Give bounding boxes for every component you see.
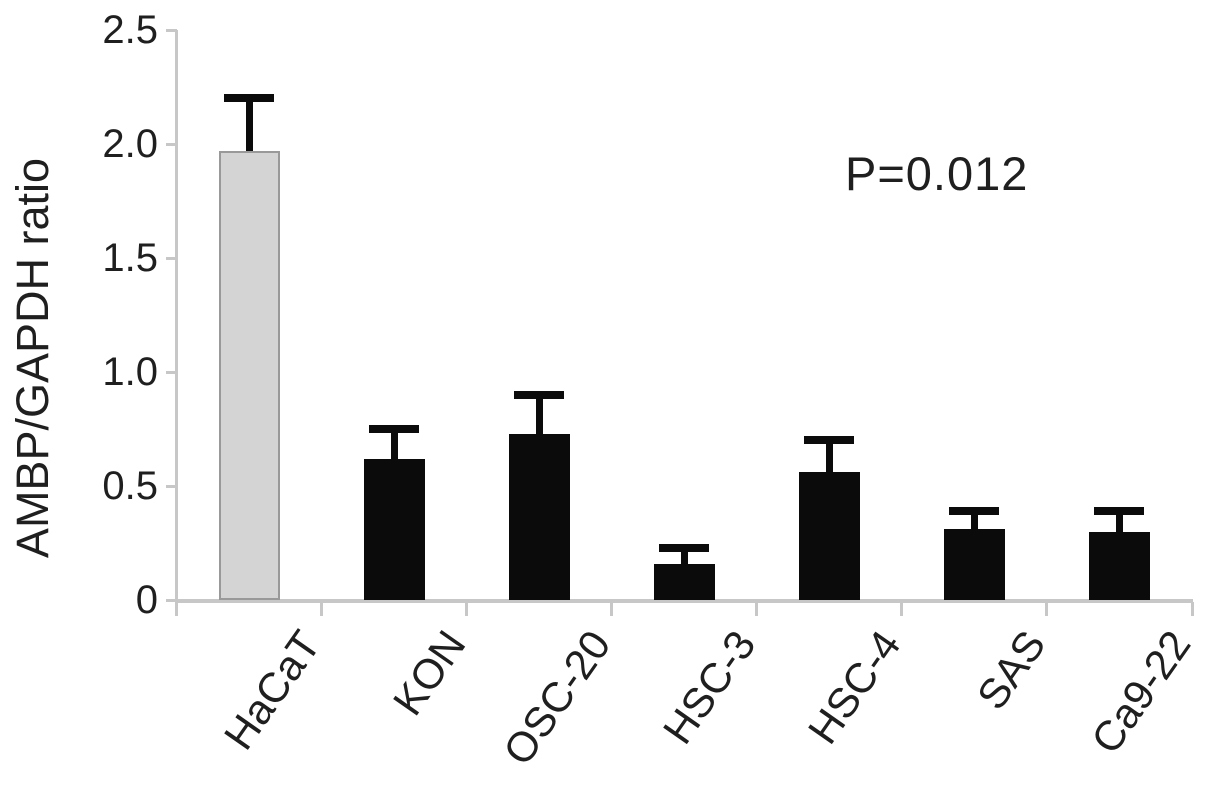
x-tick-mark	[900, 602, 904, 616]
y-tick-label: 1.0	[102, 350, 158, 394]
x-axis-line	[175, 599, 1193, 603]
x-tick-mark	[1045, 602, 1049, 616]
error-bar-cap	[949, 507, 1000, 516]
error-bar-whisker	[1115, 511, 1123, 532]
error-bar-whisker	[825, 440, 833, 473]
y-tick-mark	[166, 484, 177, 488]
error-bar-whisker	[970, 511, 978, 530]
x-tick-mark	[610, 602, 614, 616]
error-bar-cap	[1094, 507, 1145, 516]
error-bar-cap	[514, 390, 565, 399]
x-category-label: HaCaT	[214, 622, 330, 758]
error-bar-whisker	[245, 98, 253, 151]
x-tick-mark	[465, 602, 469, 616]
error-bar-cap	[804, 436, 855, 445]
y-tick-label: 0.5	[102, 464, 158, 508]
bar-osc-20	[508, 433, 570, 600]
x-tick-mark	[175, 602, 178, 616]
error-bar-cap	[369, 425, 420, 433]
x-tick-mark	[755, 602, 759, 616]
y-tick-mark	[166, 598, 177, 602]
y-tick-label: 1.5	[102, 236, 158, 280]
bar-hacat	[218, 150, 280, 600]
y-tick-label: 2.0	[102, 122, 158, 166]
y-tick-mark	[166, 370, 177, 374]
error-bar-whisker	[680, 547, 688, 564]
bar-hsc-3	[653, 563, 715, 600]
error-bar-cap	[224, 94, 275, 103]
y-axis-line	[175, 30, 178, 601]
error-bar-cap	[659, 543, 710, 552]
x-tick-mark	[320, 602, 324, 616]
x-tick-mark	[1190, 602, 1194, 616]
error-bar-whisker	[390, 429, 398, 459]
y-tick-label: 0	[135, 578, 158, 622]
y-tick-mark	[166, 142, 177, 146]
p-value-annotation: P=0.012	[845, 147, 1029, 200]
bar-ca9-22	[1088, 531, 1150, 600]
y-tick-label: 2.5	[102, 8, 158, 52]
bar-sas	[943, 529, 1005, 600]
bar-kon	[363, 458, 425, 600]
bar-hsc-4	[798, 472, 860, 600]
y-tick-mark	[166, 256, 177, 260]
y-tick-mark	[166, 28, 177, 32]
error-bar-whisker	[535, 394, 543, 434]
